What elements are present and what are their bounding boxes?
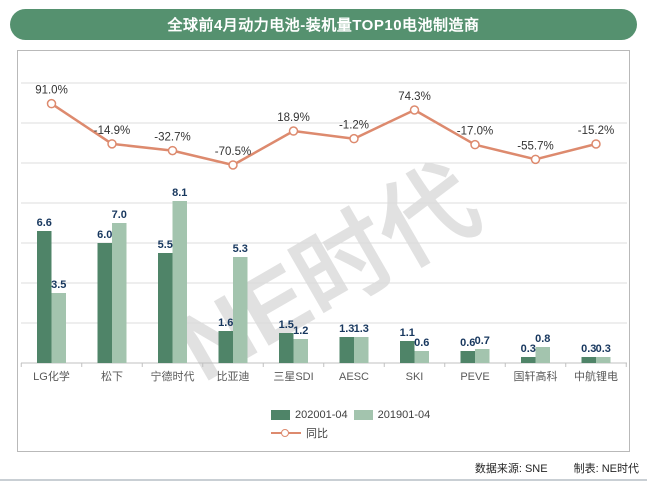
chart-title-bar: 全球前4月动力电池-装机量TOP10电池制造商 <box>10 9 637 40</box>
bar-2019 <box>233 257 248 363</box>
trend-value-label: -32.7% <box>154 132 190 144</box>
bar-value-label-2020: 6.6 <box>37 217 52 229</box>
bar-2020 <box>37 231 52 363</box>
bar-2020 <box>97 243 112 363</box>
category-label: SKI <box>406 371 424 383</box>
trend-value-label: 18.9% <box>277 112 310 124</box>
chart-card: NE时代 6.6 3.5 LG化学 6.0 7.0 松下 5.5 8.1 宁德时代 1.6 5.3 比… <box>17 50 630 452</box>
trend-marker <box>530 154 541 165</box>
bar-value-label-2020: 1.6 <box>218 317 233 329</box>
trend-marker <box>591 139 601 149</box>
footer-source: 数据来源: SNE <box>474 463 548 475</box>
bar-value-label-2019: 0.3 <box>596 343 611 355</box>
trend-marker <box>46 98 57 109</box>
category-label: 比亚迪 <box>217 370 250 383</box>
bar-value-label-2020: 0.6 <box>460 337 475 349</box>
bar-value-label-2020: 0.3 <box>581 343 596 355</box>
bar-2020 <box>581 357 596 363</box>
legend-label-2019: 201901-04 <box>377 409 431 421</box>
bar-2019 <box>112 223 127 363</box>
footer-maker: 制表: NE时代 <box>573 463 639 475</box>
bar-2019 <box>475 349 490 363</box>
bar-value-label-2020: 1.1 <box>400 327 415 339</box>
bar-value-label-2020: 1.5 <box>279 319 294 331</box>
bar-2019 <box>535 347 550 363</box>
bar-value-label-2020: 0.3 <box>521 343 536 355</box>
bar-2020 <box>339 337 354 363</box>
legend-swatch-2019 <box>353 410 373 420</box>
category-label: AESC <box>339 371 369 383</box>
category-label: 松下 <box>101 369 123 383</box>
footer: 数据来源: SNE 制表: NE时代 <box>475 460 639 476</box>
legend-line-icon <box>271 428 301 438</box>
category-label: 宁德时代 <box>151 369 195 383</box>
bar-2019 <box>414 351 429 363</box>
trend-line <box>50 102 597 167</box>
bar-2019 <box>293 339 308 363</box>
category-label: 国轩高科 <box>514 369 558 383</box>
legend-row-bars: 202001-04 201901-04 <box>271 409 430 421</box>
chart-title: 全球前4月动力电池-装机量TOP10电池制造商 <box>167 17 480 34</box>
legend-item-2019: 201901-04 <box>353 409 431 421</box>
trend-marker <box>228 160 238 170</box>
legend-swatch-2020 <box>271 410 290 420</box>
category-label: LG化学 <box>33 369 70 383</box>
trend-value-label: -70.5% <box>215 146 251 158</box>
trend-value-label: -17.0% <box>457 126 493 138</box>
bar-value-label-2020: 1.3 <box>339 323 354 335</box>
bar-value-label-2019: 7.0 <box>112 209 127 221</box>
trend-value-label: -14.9% <box>94 125 130 137</box>
bar-value-label-2020: 6.0 <box>97 229 112 241</box>
trend-marker <box>409 105 420 115</box>
bar-value-label-2019: 3.5 <box>51 279 66 291</box>
bar-2020 <box>460 351 475 363</box>
bar-value-label-2019: 1.3 <box>354 323 369 335</box>
bar-value-label-2019: 0.7 <box>475 335 490 347</box>
bottom-divider <box>0 479 647 481</box>
bar-2020 <box>158 253 173 363</box>
trend-value-label: 74.3% <box>398 91 431 103</box>
trend-value-label: -55.7% <box>517 140 553 152</box>
bar-2020 <box>521 357 536 363</box>
trend-marker <box>107 139 117 149</box>
bar-value-label-2019: 8.1 <box>172 187 187 199</box>
trend-marker <box>349 133 359 144</box>
bar-value-label-2019: 5.3 <box>233 243 248 255</box>
bar-2019 <box>354 337 369 363</box>
category-label: PEVE <box>460 371 489 383</box>
legend-item-2020: 202001-04 <box>271 409 348 421</box>
bar-2019 <box>172 201 187 363</box>
trend-value-label: 91.0% <box>35 85 68 97</box>
category-label: 三星SDI <box>273 370 313 383</box>
bar-2020 <box>400 341 415 363</box>
bar-2020 <box>279 333 294 363</box>
bar-value-label-2020: 5.5 <box>158 239 173 251</box>
bar-value-label-2019: 0.6 <box>414 337 429 349</box>
trend-marker <box>288 126 299 136</box>
trend-marker <box>167 145 178 156</box>
bar-value-label-2019: 1.2 <box>293 325 308 337</box>
trend-marker <box>470 139 480 150</box>
legend-row-line: 同比 <box>271 425 430 441</box>
legend-item-trend: 同比 <box>271 425 328 441</box>
trend-value-label: -15.2% <box>578 125 614 137</box>
chart-svg: 6.6 3.5 LG化学 6.07.0 松下 5.5 8.1 宁德时代 1.6 5.3 比亚迪 1.5… <box>20 82 627 383</box>
legend-label-trend: 同比 <box>306 428 328 440</box>
chart-legend: 202001-04 201901-04 同比 <box>271 409 430 441</box>
bar-2019 <box>596 357 611 363</box>
bar-2019 <box>51 293 66 363</box>
trend-value-label: -1.2% <box>339 120 369 132</box>
bar-value-label-2019: 0.8 <box>535 333 550 345</box>
bar-2020 <box>218 331 233 363</box>
category-label: 中航锂电 <box>574 369 618 383</box>
legend-label-2020: 202001-04 <box>295 409 348 421</box>
